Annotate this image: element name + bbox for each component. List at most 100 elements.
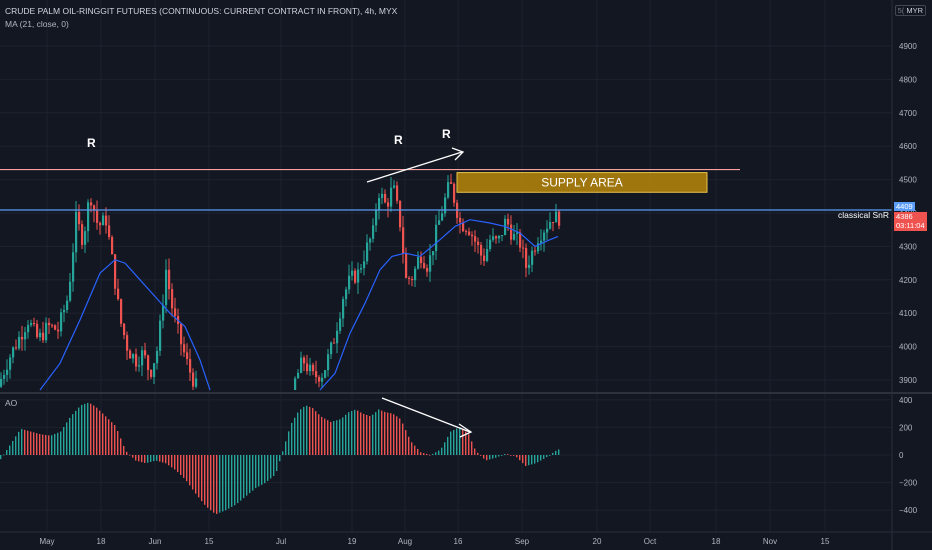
ao-bar [114, 425, 116, 455]
candle-body [192, 372, 195, 387]
ao-legend[interactable]: AO [5, 398, 18, 408]
candle-body [543, 232, 546, 241]
time-tick-label: Jul [276, 537, 286, 546]
currency-tag[interactable]: 5( MYR [894, 5, 926, 16]
candle-body [111, 237, 114, 255]
ao-bar [333, 421, 335, 455]
supply-area[interactable]: SUPPLY AREA [456, 172, 708, 193]
ao-bar [111, 422, 113, 455]
candle-body [87, 202, 90, 232]
candle-body [528, 264, 531, 268]
candle-body [126, 335, 129, 351]
candle-body [471, 234, 474, 237]
ao-bar [87, 402, 89, 455]
supply-area-rect[interactable] [456, 172, 708, 193]
ao-bar [162, 455, 164, 463]
ao-bar [540, 455, 542, 461]
price-axis[interactable]: 3900400041004200430044004500460047004800… [899, 42, 917, 385]
candle-body [69, 281, 72, 301]
ao-bar [447, 436, 449, 455]
ao-bar [465, 431, 467, 455]
candle-body [534, 250, 537, 252]
ao-bar [495, 455, 497, 458]
candle-body [495, 236, 498, 239]
candle-body [429, 255, 432, 272]
candlesticks [0, 173, 561, 390]
candle-body [93, 205, 96, 211]
divergence-arrow[interactable] [381, 397, 473, 438]
ao-bar [291, 422, 293, 455]
ao-bar [147, 455, 149, 463]
ao-bar [30, 431, 32, 455]
higher-high-arrow[interactable] [366, 147, 465, 183]
ao-bar [330, 421, 332, 455]
price-tick-label: 4100 [899, 309, 917, 318]
ao-tick-label: −400 [899, 506, 918, 515]
candle-body [516, 232, 519, 234]
ao-bar [549, 455, 551, 456]
chart-title: CRUDE PALM OIL-RINGGIT FUTURES (CONTINUO… [5, 6, 398, 16]
ao-bar [75, 410, 77, 455]
candle-body [486, 248, 489, 261]
candle-body [507, 218, 510, 225]
candle-body [477, 241, 480, 245]
ao-bar [243, 455, 245, 499]
candle-body [558, 211, 561, 226]
ao-bar [93, 405, 95, 455]
ao-bar [51, 435, 53, 455]
candle-body [114, 254, 117, 289]
ao-bar [555, 450, 557, 455]
candle-body [150, 369, 153, 377]
candle-body [513, 233, 516, 240]
ao-bar [477, 452, 479, 455]
candle-body [45, 322, 48, 341]
ao-bar [24, 429, 26, 455]
candle-body [324, 370, 327, 378]
ao-bar [312, 408, 314, 455]
ao-bar [474, 448, 476, 455]
candle-body [414, 268, 417, 281]
ao-bar [189, 455, 191, 486]
ao-bar [57, 432, 59, 455]
ao-bar [546, 455, 548, 458]
ao-bar [153, 455, 155, 462]
ao-bar [414, 445, 416, 455]
ao-bar [33, 432, 35, 455]
candle-body [153, 363, 156, 377]
candle-body [357, 269, 360, 283]
price-tick-label: 4300 [899, 242, 917, 251]
candle-body [39, 332, 42, 338]
ao-bar [411, 442, 413, 455]
ao-bar [84, 403, 86, 455]
candle-body [480, 244, 483, 256]
candle-body [30, 323, 33, 326]
ao-bar [60, 431, 62, 455]
price-tick-label: 4700 [899, 109, 917, 118]
ao-bar [150, 455, 152, 462]
ao-tick-label: 0 [899, 451, 904, 460]
candle-body [309, 364, 312, 372]
candle-body [435, 224, 438, 252]
candle-body [306, 363, 309, 372]
ao-bar [489, 455, 491, 460]
ao-axis[interactable]: 400 200 0 −200 −400 [899, 396, 918, 515]
ao-bar [270, 455, 272, 479]
price-tick-label: 4900 [899, 42, 917, 51]
ao-bar [120, 438, 122, 455]
ao-bar [516, 455, 518, 458]
candle-body [72, 252, 75, 282]
price-tick-label: 4500 [899, 176, 917, 185]
ao-bar [420, 452, 422, 455]
candle-body [321, 377, 324, 382]
candle-body [0, 378, 3, 387]
indicator-legend[interactable]: MA (21, close, 0) [5, 19, 69, 29]
candle-body [468, 231, 471, 235]
candle-body [66, 300, 69, 310]
ao-bar [39, 434, 41, 455]
candle-body [141, 350, 144, 366]
ao-bar [186, 455, 188, 482]
candle-body [159, 320, 162, 351]
time-axis[interactable]: May 18 Jun 15 Jul 19 Aug 16 Sep 20 Oct 18 Nov 15 [39, 537, 830, 546]
currency-prefix: 5( [897, 6, 905, 15]
